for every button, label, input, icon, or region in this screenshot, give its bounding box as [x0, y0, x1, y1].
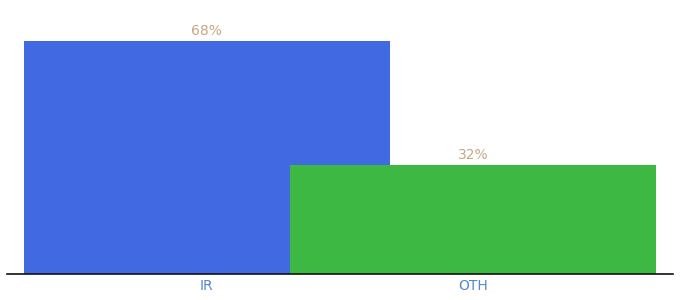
Bar: [290, 165, 656, 274]
Text: 68%: 68%: [191, 25, 222, 38]
Text: 32%: 32%: [458, 148, 488, 162]
Bar: [24, 41, 390, 274]
